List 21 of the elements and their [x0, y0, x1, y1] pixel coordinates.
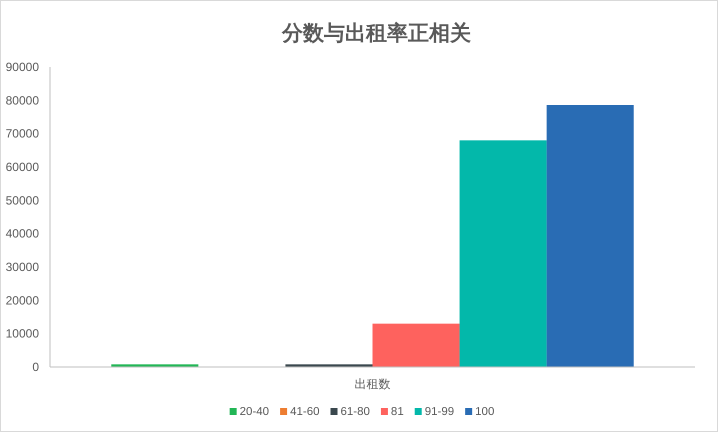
y-tick-label: 70000	[6, 126, 40, 141]
y-tick-label: 90000	[6, 60, 40, 74]
legend-label: 100	[475, 406, 494, 418]
bar	[546, 105, 634, 367]
y-tick-label: 20000	[6, 293, 40, 308]
y-tick-label: 30000	[6, 260, 40, 274]
legend-label: 91-99	[424, 406, 454, 418]
bar	[372, 324, 460, 367]
legend-label: 81	[390, 406, 404, 418]
chart-title: 分数与出租率正相关	[281, 21, 471, 45]
legend-label: 20-40	[240, 406, 270, 418]
y-tick-label: 80000	[6, 93, 40, 108]
y-tick-label: 60000	[6, 160, 40, 174]
legend-label: 61-80	[340, 406, 370, 418]
y-tick-label: 40000	[6, 226, 40, 241]
bar	[460, 140, 547, 367]
y-tick-label: 50000	[6, 193, 40, 208]
y-tick-label: 0	[32, 360, 40, 374]
legend-label: 41-60	[290, 406, 320, 418]
y-tick-label: 10000	[6, 326, 40, 341]
x-tick-label: 出租数	[354, 377, 390, 391]
